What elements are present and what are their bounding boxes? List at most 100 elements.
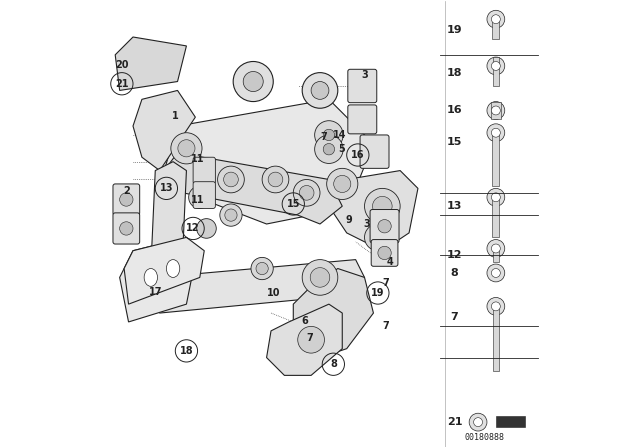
Polygon shape: [267, 304, 342, 375]
Text: 15: 15: [447, 137, 462, 146]
Circle shape: [492, 268, 500, 277]
Circle shape: [298, 327, 324, 353]
Bar: [492, 197, 499, 237]
Text: 18: 18: [180, 346, 193, 356]
Text: 5: 5: [338, 144, 345, 154]
Ellipse shape: [166, 260, 180, 277]
Polygon shape: [151, 162, 186, 277]
Circle shape: [293, 180, 320, 206]
Bar: [493, 304, 499, 371]
FancyBboxPatch shape: [371, 240, 398, 266]
Circle shape: [233, 61, 273, 102]
Bar: [493, 249, 499, 262]
Circle shape: [487, 297, 505, 315]
Text: 1: 1: [172, 111, 179, 121]
Circle shape: [487, 188, 505, 206]
FancyBboxPatch shape: [113, 213, 140, 244]
FancyBboxPatch shape: [360, 135, 389, 168]
Text: 21: 21: [447, 417, 462, 427]
Text: 16: 16: [351, 150, 365, 160]
Bar: [496, 416, 525, 427]
Text: 13: 13: [159, 183, 173, 194]
Circle shape: [492, 61, 500, 70]
Text: 19: 19: [447, 26, 462, 35]
FancyBboxPatch shape: [348, 69, 377, 103]
Circle shape: [220, 204, 242, 226]
Text: 10: 10: [266, 288, 280, 298]
Circle shape: [218, 166, 244, 193]
Text: 13: 13: [447, 201, 462, 211]
Circle shape: [300, 185, 314, 200]
FancyBboxPatch shape: [193, 157, 216, 184]
Circle shape: [178, 140, 195, 157]
Text: 11: 11: [191, 194, 204, 205]
Text: 7: 7: [383, 278, 389, 288]
Text: 17: 17: [148, 287, 162, 297]
Circle shape: [487, 102, 505, 119]
Text: 3: 3: [361, 70, 368, 80]
Polygon shape: [115, 37, 186, 90]
Polygon shape: [164, 99, 373, 224]
Polygon shape: [160, 153, 342, 224]
FancyBboxPatch shape: [113, 184, 140, 215]
Circle shape: [492, 128, 500, 137]
Circle shape: [378, 220, 391, 233]
Text: 16: 16: [447, 105, 462, 116]
Circle shape: [171, 133, 202, 164]
Circle shape: [225, 209, 237, 221]
FancyBboxPatch shape: [370, 210, 399, 243]
Circle shape: [196, 219, 216, 238]
Text: 18: 18: [447, 68, 462, 78]
FancyBboxPatch shape: [348, 105, 377, 134]
Circle shape: [469, 413, 487, 431]
Circle shape: [256, 263, 268, 275]
Circle shape: [302, 73, 338, 108]
Circle shape: [251, 258, 273, 280]
Text: 8: 8: [451, 268, 458, 278]
Circle shape: [372, 196, 392, 216]
Circle shape: [487, 57, 505, 75]
Circle shape: [194, 191, 206, 203]
Circle shape: [487, 264, 505, 282]
Polygon shape: [133, 90, 195, 171]
Bar: [490, 102, 501, 119]
Text: 6: 6: [301, 316, 308, 326]
Circle shape: [492, 106, 500, 115]
Polygon shape: [293, 268, 373, 358]
Circle shape: [492, 244, 500, 253]
Circle shape: [487, 240, 505, 258]
Text: 9: 9: [346, 215, 352, 224]
Circle shape: [310, 267, 330, 287]
Text: 7: 7: [320, 132, 327, 142]
Text: 12: 12: [447, 250, 462, 260]
Polygon shape: [120, 242, 195, 322]
Text: 7: 7: [307, 332, 314, 343]
Circle shape: [492, 302, 500, 311]
Text: 19: 19: [371, 288, 385, 298]
Circle shape: [378, 246, 391, 260]
Circle shape: [311, 82, 329, 99]
Circle shape: [315, 121, 343, 149]
Text: 7: 7: [451, 313, 458, 323]
Circle shape: [120, 222, 133, 235]
Circle shape: [315, 135, 343, 164]
Ellipse shape: [144, 268, 157, 286]
Circle shape: [326, 168, 358, 199]
FancyBboxPatch shape: [193, 182, 216, 208]
Circle shape: [365, 224, 391, 251]
Circle shape: [333, 175, 351, 193]
Circle shape: [120, 193, 133, 206]
Text: 21: 21: [115, 79, 129, 89]
Circle shape: [365, 188, 400, 224]
Circle shape: [323, 129, 335, 141]
Circle shape: [492, 193, 500, 202]
Text: 12: 12: [186, 224, 200, 233]
Polygon shape: [329, 171, 418, 251]
Circle shape: [223, 172, 238, 187]
Text: 11: 11: [191, 155, 204, 164]
Circle shape: [302, 260, 338, 295]
Circle shape: [474, 418, 483, 426]
Text: 14: 14: [333, 130, 347, 140]
Text: 00180888: 00180888: [465, 433, 505, 442]
Text: 8: 8: [330, 359, 337, 369]
